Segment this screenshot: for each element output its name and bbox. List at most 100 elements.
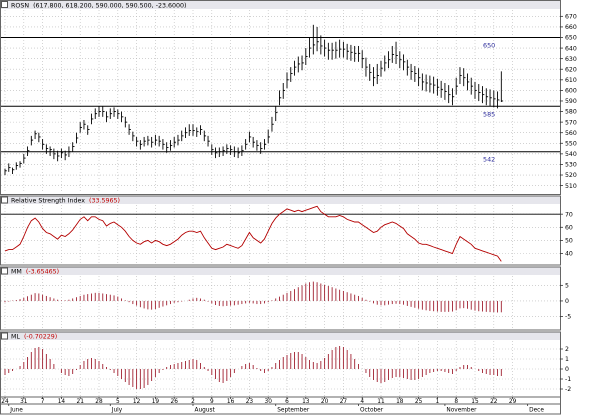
y-tick-label: 2 <box>565 346 569 353</box>
y-tick-label: 1 <box>565 356 569 363</box>
x-month-label: November <box>446 408 477 414</box>
x-day-label: 19 <box>152 399 160 405</box>
y-tick-label: 530 <box>565 162 577 169</box>
y-tick-label: 660 <box>565 24 577 31</box>
price-legend-value: (617.800, 618.200, 590.000, 590.500, -23… <box>33 3 186 10</box>
x-month-label: July <box>111 408 123 414</box>
level-label: 542 <box>483 156 495 164</box>
x-day-label: 11 <box>377 399 385 405</box>
x-month-label: June <box>9 408 23 414</box>
x-day-label: 6 <box>285 399 289 405</box>
level-label: 585 <box>483 110 495 118</box>
x-day-label: 14 <box>58 399 66 405</box>
svg-text:Relative Strength Index: Relative Strength Index (33.5965) <box>11 198 120 205</box>
panel-box-icon[interactable] <box>1 267 8 275</box>
x-day-label: 13 <box>302 399 310 405</box>
rsi-series-line <box>4 205 502 262</box>
price-levels: 650 585 542 <box>1 37 560 164</box>
price-header-bar <box>0 0 560 9</box>
x-day-label: 21 <box>77 399 85 405</box>
y-tick-label: 670 <box>565 14 577 21</box>
y-tick-label: 640 <box>565 45 577 52</box>
rsi-line <box>4 205 502 262</box>
y-tick-label: -1 <box>565 376 571 383</box>
panel-box-icon[interactable] <box>1 196 8 204</box>
svg-text:MM (-3.65465): MM (-3.65465) <box>11 269 59 276</box>
price-legend-title: ROSN <box>11 3 29 10</box>
ml-y-axis: -2 -1 0 1 2 <box>560 346 571 393</box>
svg-text:ML (-0.70229): ML (-0.70229) <box>11 334 57 341</box>
y-tick-label: -2 <box>565 386 571 393</box>
x-day-label: 26 <box>171 399 179 405</box>
y-tick-label: 630 <box>565 56 577 63</box>
y-tick-label: 580 <box>565 109 577 116</box>
y-tick-label: 560 <box>565 130 577 137</box>
x-day-label: 31 <box>20 399 28 405</box>
x-day-label: 2 <box>191 399 195 405</box>
y-tick-label: -5 <box>565 314 571 321</box>
y-tick-label: 600 <box>565 88 577 95</box>
x-day-label: 5 <box>116 399 120 405</box>
x-day-label: 24 <box>1 399 9 405</box>
x-day-label: 23 <box>246 399 254 405</box>
x-month-label: October <box>360 408 384 414</box>
mm-panel: MM (-3.65465) -5 0 5 <box>0 266 571 331</box>
y-tick-label: 620 <box>565 66 577 73</box>
date-axis: 24 31 7 14 21 28 5 12 19 26 2 9 16 23 30 6 13 20 27 4 11 18 25… <box>0 396 561 415</box>
mm-panel-frame <box>0 266 561 331</box>
x-day-label: 29 <box>509 399 517 405</box>
mm-legend-title: MM <box>11 269 22 276</box>
price-panel: ROSN (617.800, 618.200, 590.000, 590.500… <box>0 0 577 195</box>
x-day-label: 8 <box>454 399 458 405</box>
rsi-panel-frame <box>0 195 561 266</box>
mm-y-axis: -5 0 5 <box>560 283 571 321</box>
x-day-label: 15 <box>471 399 479 405</box>
svg-text:ROSN (617.800, 618.200,: ROSN (617.800, 618.200, 590.000, 590.500… <box>11 3 186 10</box>
y-tick-label: 550 <box>565 140 577 147</box>
x-day-label: 27 <box>340 399 348 405</box>
y-tick-label: 570 <box>565 119 577 126</box>
date-axis-frame <box>0 396 561 415</box>
x-day-label: 4 <box>360 399 364 405</box>
price-grid <box>1 10 560 193</box>
ml-panel: ML (-0.70229) -2 -1 0 1 2 <box>0 331 571 398</box>
x-day-label: 12 <box>133 399 141 405</box>
price-bars <box>4 24 504 176</box>
x-day-label: 20 <box>321 399 329 405</box>
y-tick-label: 610 <box>565 77 577 84</box>
y-tick-label: 510 <box>565 183 577 190</box>
x-month-label: September <box>277 408 310 414</box>
mm-legend-value: (-3.65465) <box>26 269 59 276</box>
ml-panel-frame <box>0 331 561 398</box>
ml-bars <box>4 346 502 389</box>
rsi-legend-title: Relative Strength Index <box>11 198 85 205</box>
mm-bars <box>4 281 502 313</box>
y-tick-label: 5 <box>565 283 569 290</box>
panel-box-icon[interactable] <box>1 332 8 340</box>
ml-header-bar <box>0 332 560 340</box>
y-tick-label: 40 <box>565 251 573 258</box>
y-tick-label: 70 <box>565 211 573 218</box>
y-tick-label: 520 <box>565 172 577 179</box>
rsi-panel: Relative Strength Index (33.5965) 40 50 60… <box>0 195 573 266</box>
ml-legend-value: (-0.70229) <box>24 334 57 341</box>
x-day-label: 22 <box>490 399 498 405</box>
ml-grid <box>1 341 560 396</box>
y-tick-label: 50 <box>565 238 573 245</box>
x-day-label: 1 <box>436 399 440 405</box>
x-day-label: 16 <box>227 399 235 405</box>
x-day-label: 28 <box>95 399 103 405</box>
rsi-y-axis: 40 50 60 70 <box>560 211 573 258</box>
y-tick-label: 60 <box>565 224 573 231</box>
x-day-label: 30 <box>265 399 273 405</box>
x-day-label: 9 <box>210 399 214 405</box>
price-panel-frame <box>0 0 561 195</box>
y-tick-label: 0 <box>565 298 569 305</box>
mm-header-bar <box>0 267 560 275</box>
x-month-label: Dece <box>529 408 544 414</box>
panel-box-icon[interactable] <box>1 1 8 8</box>
y-tick-label: 0 <box>565 366 569 373</box>
x-day-label: 25 <box>415 399 423 405</box>
level-label: 650 <box>483 42 495 50</box>
